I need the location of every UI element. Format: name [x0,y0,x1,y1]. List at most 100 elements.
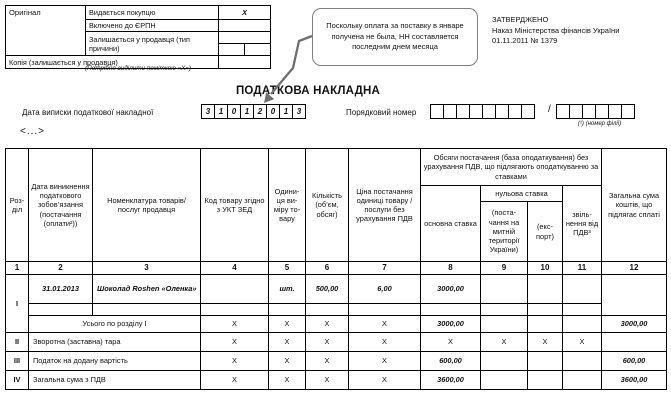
x-mark-cell: X [200,351,269,371]
serial-cell[interactable] [482,104,496,119]
invoice-date-label: Дата виписки податкової накладної [22,108,154,117]
empty-cell [305,303,349,316]
x-mark-cell: X [200,315,269,333]
x-mark-cell: X [305,315,349,333]
header-zero-export: (екс-порт) [527,201,563,262]
x-mark-cell: X [527,332,563,352]
section-total-base-cell: 3000,00 [420,315,481,333]
vat-row: III Податок на додану вартість X X X X 6… [5,351,667,371]
item-code-cell [200,274,269,304]
serial-cell[interactable] [443,104,457,119]
vat-total-cell: 600,00 [601,351,667,371]
item-base-cell: 3000,00 [420,274,481,304]
header-supply-group: Обсяги постачання (база оподаткування) б… [420,148,602,186]
col-num-10: 10 [527,261,563,275]
item-date-cell: 31.01.2013 [28,274,93,304]
header-section: Роз-діл [5,148,29,262]
copies-footnote: (Потрібне виділити поміткою «Х») [85,65,191,72]
empty-cell [28,303,93,316]
omitted-content-mark: <...> [20,126,46,137]
copy-label: Копія (залишається у продавця) [5,55,219,70]
date-digit-cell[interactable]: 3 [201,104,215,119]
issued-to-buyer-mark[interactable]: X [218,5,271,20]
empty-cell [527,303,563,316]
included-erpn-label: Включено до ЄРПН [85,18,219,33]
branch-cell[interactable] [621,104,635,119]
x-mark-cell: X [348,351,421,371]
x-mark-cell: X [200,332,269,352]
item-zero-export-cell [527,274,563,304]
x-mark-cell: X [348,315,421,333]
remains-seller-mark-cell[interactable] [219,32,270,45]
section-2-cell: II [5,332,29,352]
section-total-label: Усього по розділу I [28,315,201,333]
branch-cell[interactable] [569,104,583,119]
branch-cell[interactable] [556,104,570,119]
section-1-cell: I [5,274,29,333]
serial-cell[interactable] [469,104,483,119]
header-main-rate: основна ставка [420,185,481,262]
header-total: Загальна сума коштів, що підлягає сплаті [601,148,667,262]
header-date: Дата виникнення податкового зобов’язання… [28,148,93,262]
vat-label: Податок на додану вартість [28,351,201,371]
empty-cell [480,370,528,390]
x-mark-cell: X [348,370,421,390]
header-zero-rate-group: нульова ставка [480,185,563,202]
empty-cell [348,303,421,316]
date-digit-cell[interactable]: 1 [240,104,254,119]
x-mark-cell: X [480,332,528,352]
header-nomenclature: Номенклатура товарів/ послуг продавця [92,148,201,262]
item-qty-cell: 500,00 [305,274,349,304]
branch-cell[interactable] [608,104,622,119]
col-num-6: 6 [305,261,349,275]
serial-cell[interactable] [430,104,444,119]
col-num-3: 3 [92,261,201,275]
branch-cell[interactable] [582,104,596,119]
item-name-cell: Шоколад Roshen «Оленка» [92,274,201,304]
date-digit-cell[interactable]: 0 [227,104,241,119]
header-exempt: звіль-нення від ПДВ³ [562,185,602,262]
empty-cell [527,370,563,390]
x-mark-cell: X [268,370,306,390]
item-row: I 31.01.2013 Шоколад Roshen «Оленка» шт.… [5,274,667,333]
item-exempt-cell [562,274,602,304]
header-ukt-zed: Код товару згідно з УКТ ЗЕД [200,148,269,262]
branch-note: (¹) (номер філії) [577,121,622,127]
date-digit-cell[interactable]: 1 [214,104,228,119]
x-mark-cell: X [200,370,269,390]
reason-type-cell-1[interactable] [219,44,245,56]
empty-cell [601,332,667,352]
callout-arrow-icon [264,34,313,103]
serial-cell[interactable] [456,104,470,119]
empty-cell [420,303,481,316]
x-mark-cell: X [305,351,349,371]
serial-cell[interactable] [521,104,535,119]
invoice-date-boxes: 3 1 0 1 2 0 1 3 [201,104,306,119]
date-digit-cell[interactable]: 3 [292,104,306,119]
col-num-4: 4 [200,261,269,275]
header-price: Ціна постачання одиниці товару / послуги… [348,148,421,262]
serial-separator: / [548,104,551,115]
serial-cell[interactable] [508,104,522,119]
approved-line-1: ЗАТВЕРДЖЕНО [492,15,549,24]
section-total-row: Усього по розділу I X X X X 3000,00 3000… [6,315,667,333]
empty-cell [527,315,563,333]
empty-cell [92,303,201,316]
empty-cell [562,370,602,390]
branch-cell[interactable] [595,104,609,119]
grand-total-row: IV Загальна сума з ПДВ X X X X 3600,00 3… [5,370,667,390]
empty-cell [268,303,306,316]
serial-number-boxes [430,104,535,119]
copy-mark[interactable] [218,55,271,70]
empty-cell [480,315,528,333]
col-num-2: 2 [28,261,93,275]
x-mark-cell: X [268,315,306,333]
x-mark-cell: X [268,351,306,371]
serial-cell[interactable] [495,104,509,119]
column-numbers-row: 1 2 3 4 5 6 7 8 9 10 11 12 [5,261,667,275]
grand-total-sum-cell: 3600,00 [601,370,667,390]
header-unit: Одини-ця ви-міру то-вару [268,148,306,262]
empty-cell [562,303,602,316]
remains-seller-label: Залишається у продавця (тип причини) [85,31,219,57]
included-erpn-mark[interactable] [218,18,271,33]
